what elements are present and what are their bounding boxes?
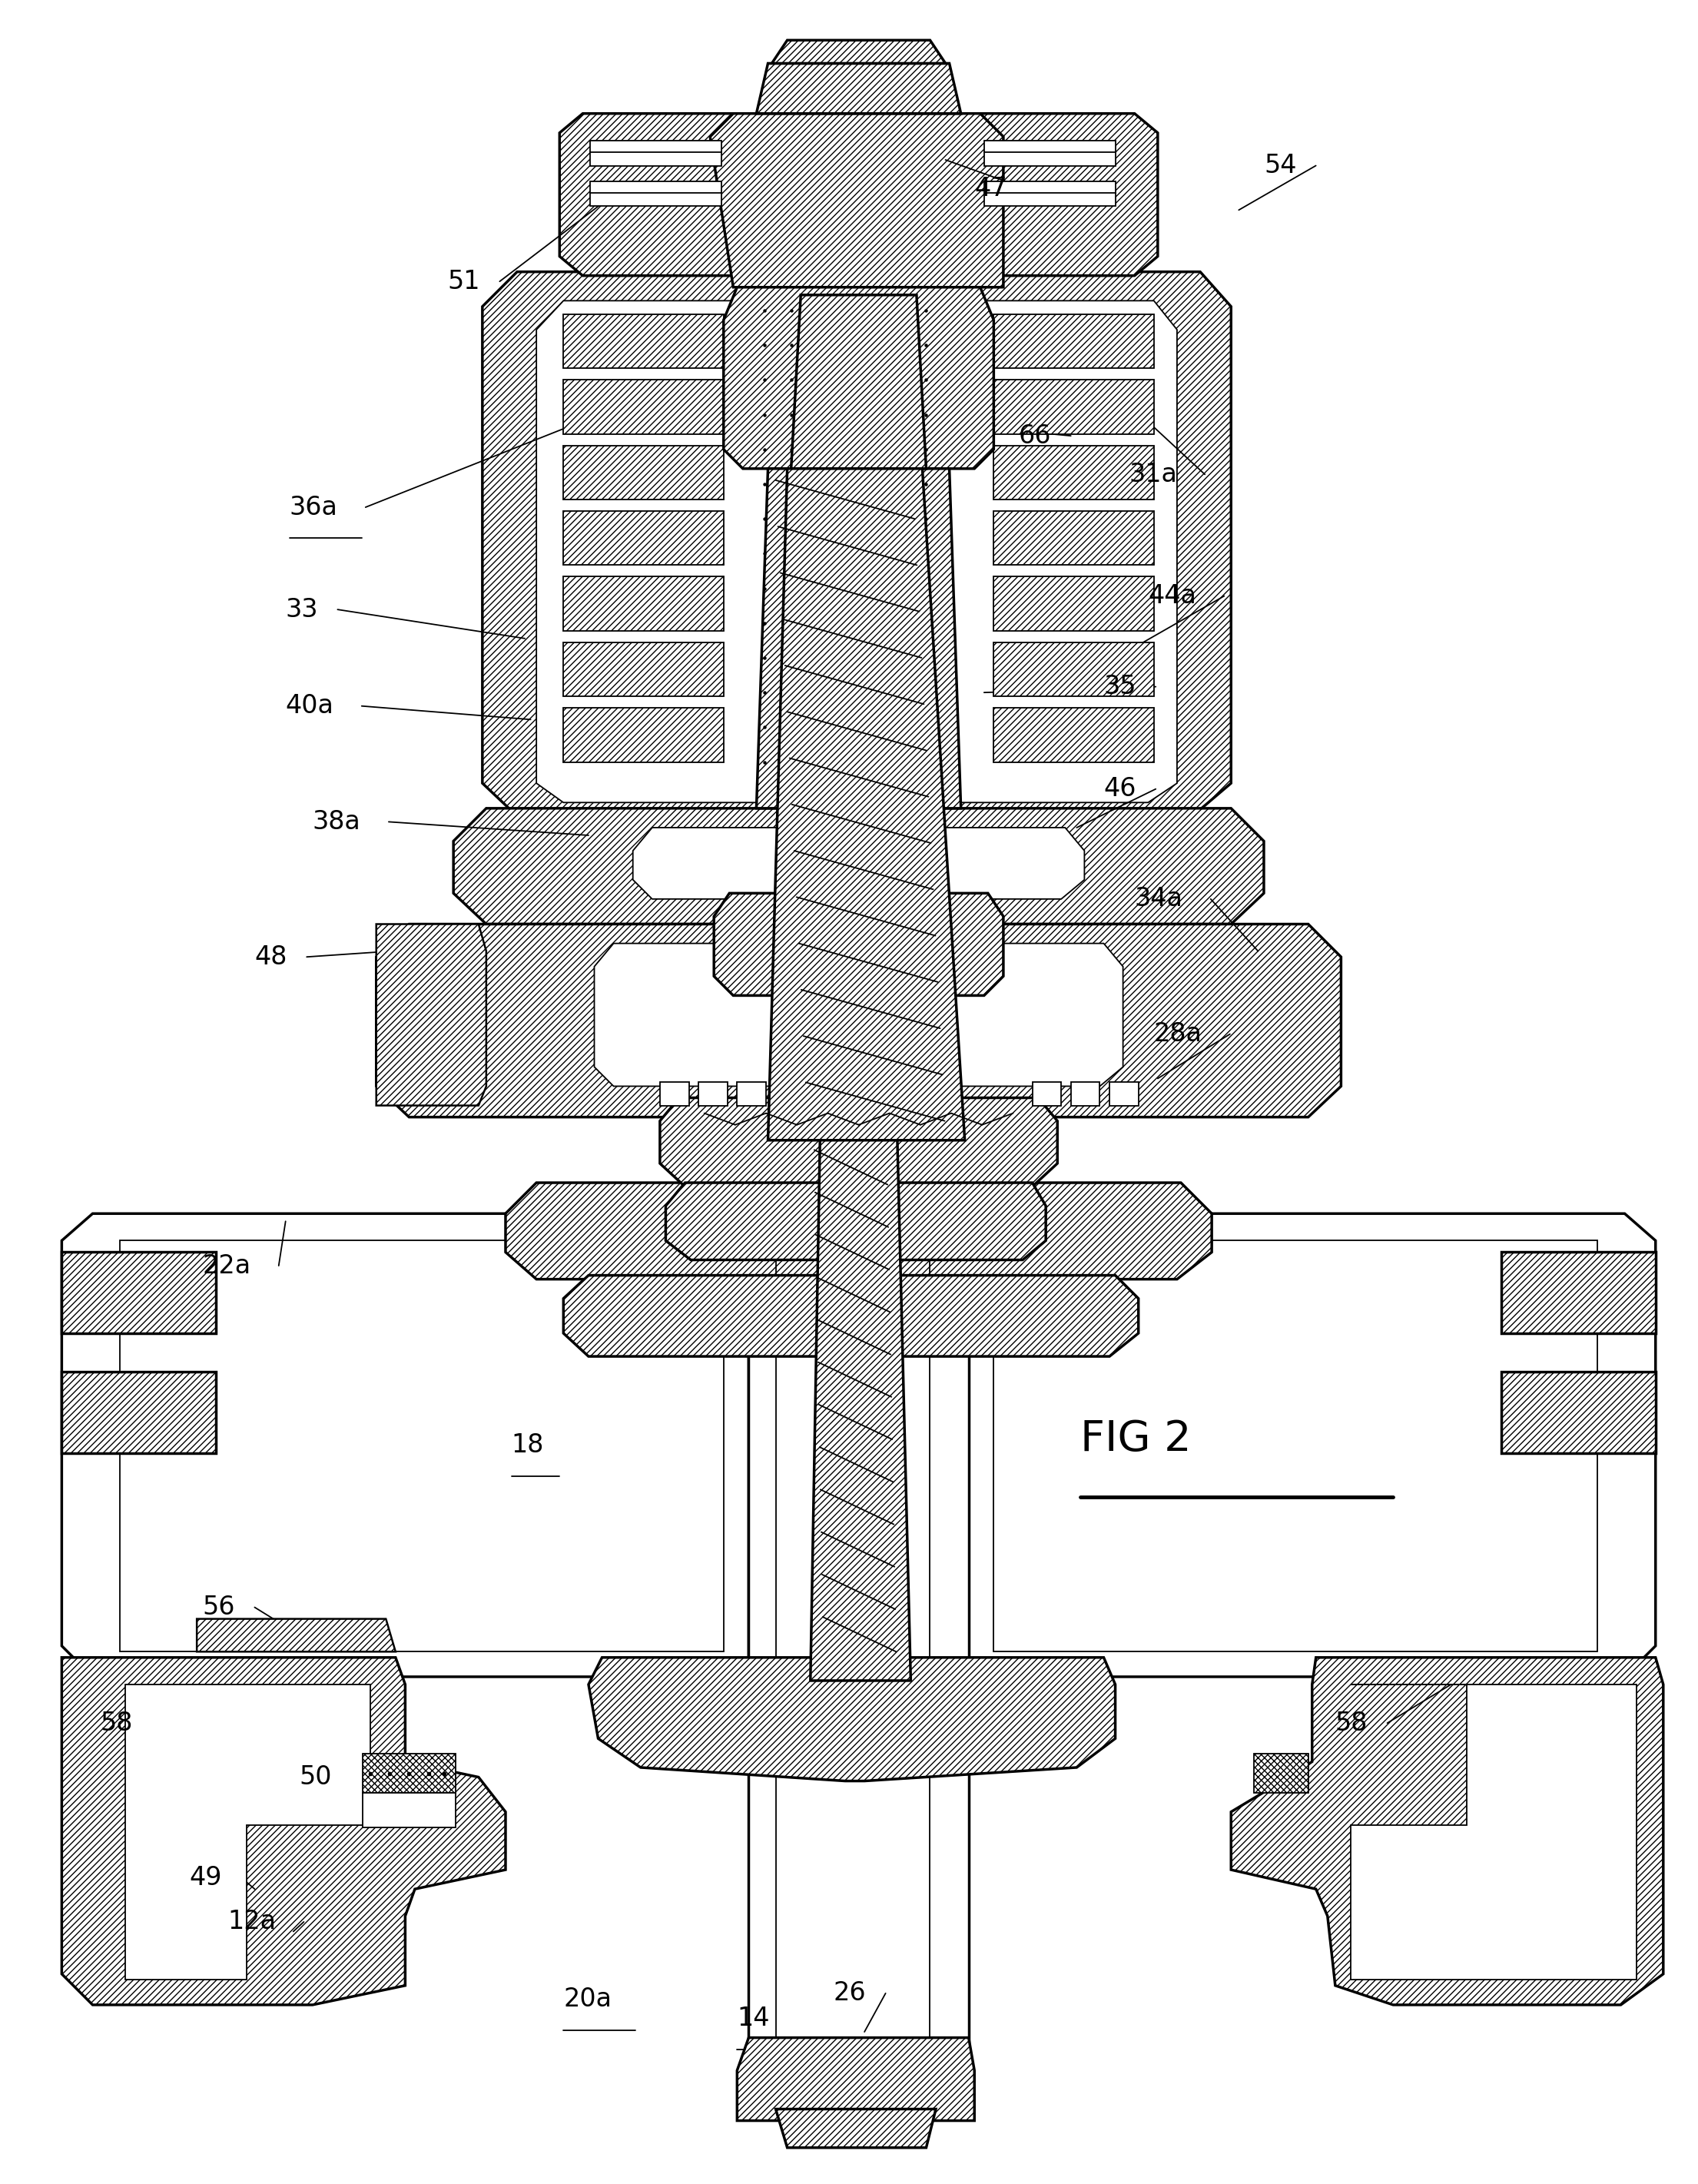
Text: 46: 46 bbox=[1104, 775, 1136, 802]
Text: 58: 58 bbox=[100, 1710, 132, 1736]
Text: 12a: 12a bbox=[228, 1909, 277, 1935]
Polygon shape bbox=[560, 114, 756, 275]
Text: 36a: 36a bbox=[289, 494, 338, 520]
Polygon shape bbox=[564, 314, 723, 369]
Text: FIG 2: FIG 2 bbox=[1080, 1420, 1192, 1461]
Polygon shape bbox=[756, 63, 961, 114]
Polygon shape bbox=[710, 114, 1004, 288]
Polygon shape bbox=[1350, 1684, 1637, 1979]
Polygon shape bbox=[993, 708, 1155, 762]
Polygon shape bbox=[661, 1099, 1058, 1186]
Polygon shape bbox=[1109, 1083, 1138, 1105]
Polygon shape bbox=[1231, 1658, 1664, 2005]
Bar bbox=[591, 140, 722, 166]
Polygon shape bbox=[993, 642, 1155, 697]
Polygon shape bbox=[791, 295, 925, 470]
Text: 28a: 28a bbox=[1155, 1022, 1202, 1046]
Text: 31a: 31a bbox=[1129, 461, 1177, 487]
Bar bbox=[363, 1754, 455, 1793]
Polygon shape bbox=[564, 642, 723, 697]
Polygon shape bbox=[564, 1275, 1138, 1356]
Polygon shape bbox=[666, 1184, 1046, 1260]
Text: 47: 47 bbox=[975, 177, 1007, 201]
Text: 49: 49 bbox=[188, 1865, 222, 1889]
Text: 20a: 20a bbox=[564, 1987, 611, 2011]
Polygon shape bbox=[773, 39, 946, 63]
Polygon shape bbox=[776, 2110, 936, 2147]
Polygon shape bbox=[453, 808, 1263, 924]
Bar bbox=[591, 181, 722, 205]
Polygon shape bbox=[377, 924, 486, 1105]
Polygon shape bbox=[377, 924, 1341, 1116]
Text: 58: 58 bbox=[1335, 1710, 1369, 1736]
Polygon shape bbox=[594, 943, 1122, 1085]
Polygon shape bbox=[737, 1083, 766, 1105]
Polygon shape bbox=[61, 1251, 216, 1332]
Polygon shape bbox=[537, 301, 1177, 802]
Text: 18: 18 bbox=[511, 1433, 543, 1459]
Text: 44a: 44a bbox=[1148, 583, 1197, 609]
Polygon shape bbox=[119, 1241, 723, 1651]
Polygon shape bbox=[564, 446, 723, 500]
Polygon shape bbox=[968, 1214, 1656, 1677]
Polygon shape bbox=[767, 470, 964, 1140]
Text: 50: 50 bbox=[299, 1765, 331, 1791]
Polygon shape bbox=[958, 114, 1158, 275]
Polygon shape bbox=[713, 893, 1004, 996]
Polygon shape bbox=[564, 708, 723, 762]
Polygon shape bbox=[61, 1372, 216, 1452]
Text: 22a: 22a bbox=[202, 1254, 251, 1278]
Text: 66: 66 bbox=[1019, 424, 1051, 448]
Text: 26: 26 bbox=[834, 1981, 866, 2005]
Polygon shape bbox=[126, 1684, 370, 1979]
Polygon shape bbox=[993, 380, 1155, 435]
Polygon shape bbox=[993, 446, 1155, 500]
Polygon shape bbox=[564, 380, 723, 435]
Polygon shape bbox=[749, 1214, 968, 2057]
Polygon shape bbox=[723, 288, 993, 470]
Polygon shape bbox=[482, 271, 1231, 817]
Bar bbox=[985, 181, 1116, 205]
Text: 38a: 38a bbox=[312, 808, 360, 834]
Polygon shape bbox=[197, 1618, 396, 1651]
Text: 35: 35 bbox=[1104, 675, 1136, 699]
Polygon shape bbox=[61, 1214, 749, 1677]
Text: 51: 51 bbox=[448, 269, 481, 295]
Polygon shape bbox=[993, 1241, 1598, 1651]
Text: 40a: 40a bbox=[285, 692, 335, 719]
Polygon shape bbox=[1032, 1083, 1061, 1105]
Polygon shape bbox=[1501, 1372, 1656, 1452]
Polygon shape bbox=[589, 1658, 1116, 1780]
Polygon shape bbox=[1071, 1083, 1100, 1105]
Bar bbox=[985, 140, 1116, 166]
Text: 14: 14 bbox=[737, 2005, 769, 2031]
Polygon shape bbox=[993, 314, 1155, 369]
Text: 54: 54 bbox=[1263, 153, 1297, 179]
Polygon shape bbox=[698, 1083, 727, 1105]
Text: 56: 56 bbox=[202, 1594, 236, 1621]
Bar bbox=[1255, 1754, 1307, 1793]
Text: 34a: 34a bbox=[1134, 887, 1184, 911]
Polygon shape bbox=[61, 1658, 506, 2005]
Polygon shape bbox=[661, 1083, 689, 1105]
Bar bbox=[363, 1793, 455, 1828]
Polygon shape bbox=[564, 577, 723, 631]
Text: 48: 48 bbox=[255, 943, 287, 970]
Polygon shape bbox=[506, 1184, 1212, 1280]
Polygon shape bbox=[756, 470, 961, 808]
Polygon shape bbox=[737, 2038, 975, 2121]
Polygon shape bbox=[993, 577, 1155, 631]
Polygon shape bbox=[564, 511, 723, 566]
Polygon shape bbox=[633, 828, 1085, 900]
Text: 33: 33 bbox=[285, 596, 318, 622]
Polygon shape bbox=[1501, 1251, 1656, 1332]
Polygon shape bbox=[810, 1136, 910, 1682]
Polygon shape bbox=[993, 511, 1155, 566]
